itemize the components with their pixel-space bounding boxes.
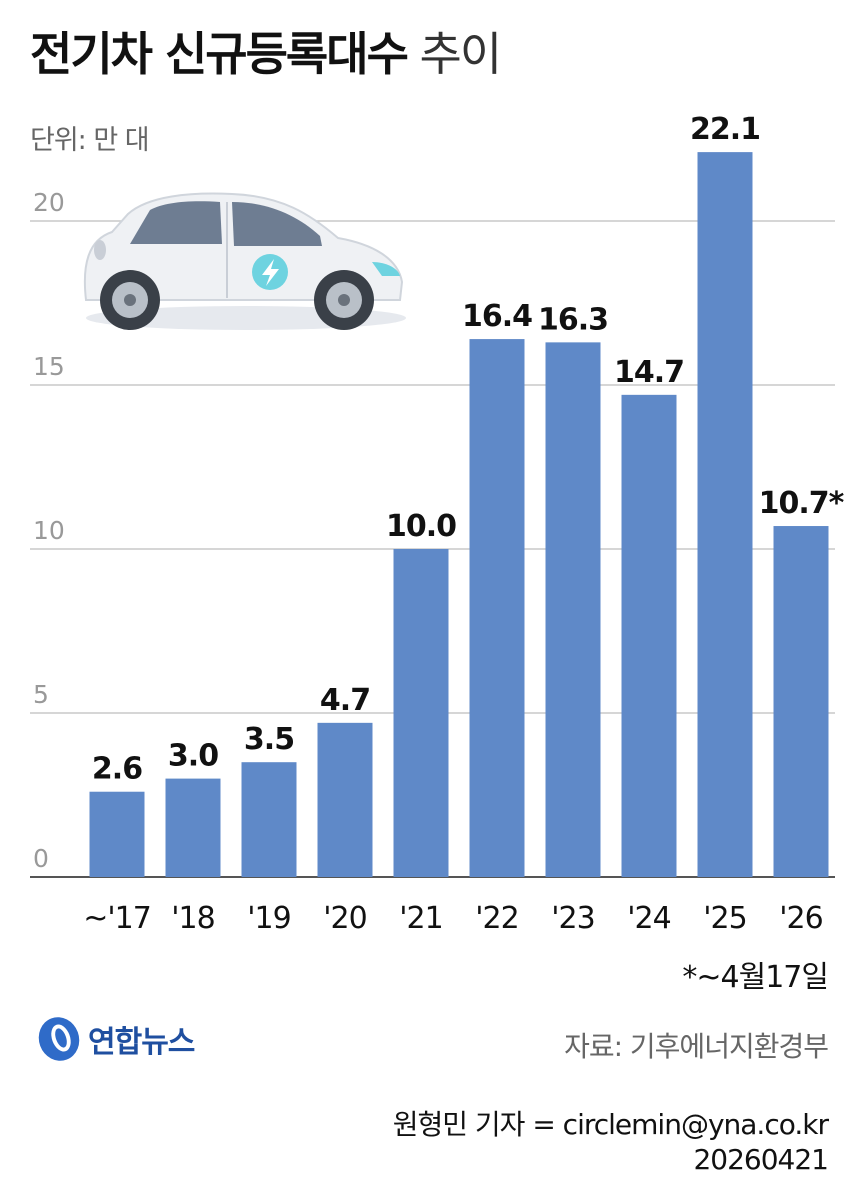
y-tick-label: 15 bbox=[33, 352, 65, 381]
title-suffix: 추이 bbox=[419, 27, 503, 81]
data-label: 4.7 bbox=[320, 683, 370, 718]
data-label: 14.7 bbox=[614, 355, 684, 390]
logo: 연합뉴스 bbox=[36, 1016, 195, 1062]
bar-chart: 0 5 10 15 20 2.6 3.0 3.5 4.7 10.0 16.4 16.314.7 22.… bbox=[30, 112, 846, 936]
data-label: 10.7* bbox=[759, 486, 845, 521]
x-tick-label: '25 bbox=[703, 901, 746, 936]
source: 자료: 기후에너지환경부 bbox=[564, 1030, 829, 1063]
bar bbox=[241, 762, 297, 877]
x-tick-label: '21 bbox=[399, 901, 442, 936]
data-label: 22.1 bbox=[690, 112, 760, 147]
x-tick-label: '26 bbox=[779, 901, 822, 936]
bar bbox=[165, 778, 221, 877]
date: 20260421 bbox=[693, 1143, 829, 1176]
x-tick-label: '18 bbox=[171, 901, 214, 936]
unit-label: 단위: 만 대 bbox=[30, 125, 150, 156]
x-tick-label: '22 bbox=[475, 901, 518, 936]
title-main: 전기차 신규등록대수 bbox=[30, 27, 409, 81]
bar bbox=[773, 526, 829, 877]
chart-title: 전기차 신규등록대수 추이 bbox=[30, 18, 503, 84]
bar bbox=[317, 722, 373, 877]
data-label: 2.6 bbox=[92, 752, 142, 787]
logo-name: 연합뉴스 bbox=[88, 1025, 195, 1060]
x-tick-label: '23 bbox=[551, 901, 594, 936]
electric-car-illustration bbox=[83, 192, 406, 330]
y-tick-label: 0 bbox=[33, 844, 49, 873]
bar bbox=[621, 394, 677, 877]
reporter: 원형민 기자 = circlemin@yna.co.kr bbox=[392, 1108, 829, 1141]
x-tick-label: '19 bbox=[247, 901, 290, 936]
data-label: 3.5 bbox=[244, 722, 294, 757]
bar bbox=[469, 339, 525, 878]
y-tick-label: 5 bbox=[33, 680, 49, 709]
y-tick-label: 10 bbox=[33, 516, 65, 545]
data-label: 16.4 bbox=[462, 299, 532, 334]
x-tick-label: '24 bbox=[627, 901, 670, 936]
bar bbox=[697, 152, 753, 877]
bar bbox=[393, 549, 449, 877]
bar bbox=[545, 342, 601, 877]
data-label: 10.0 bbox=[386, 509, 456, 544]
yonhap-logo-icon bbox=[38, 1017, 80, 1061]
data-label: 3.0 bbox=[168, 739, 218, 774]
footnote: *~4월17일 bbox=[682, 960, 829, 995]
data-label: 16.3 bbox=[538, 302, 608, 337]
x-tick-label: '20 bbox=[323, 901, 366, 936]
x-tick-label: ~'17 bbox=[83, 901, 151, 936]
bar bbox=[89, 791, 145, 877]
y-tick-label: 20 bbox=[33, 188, 65, 217]
